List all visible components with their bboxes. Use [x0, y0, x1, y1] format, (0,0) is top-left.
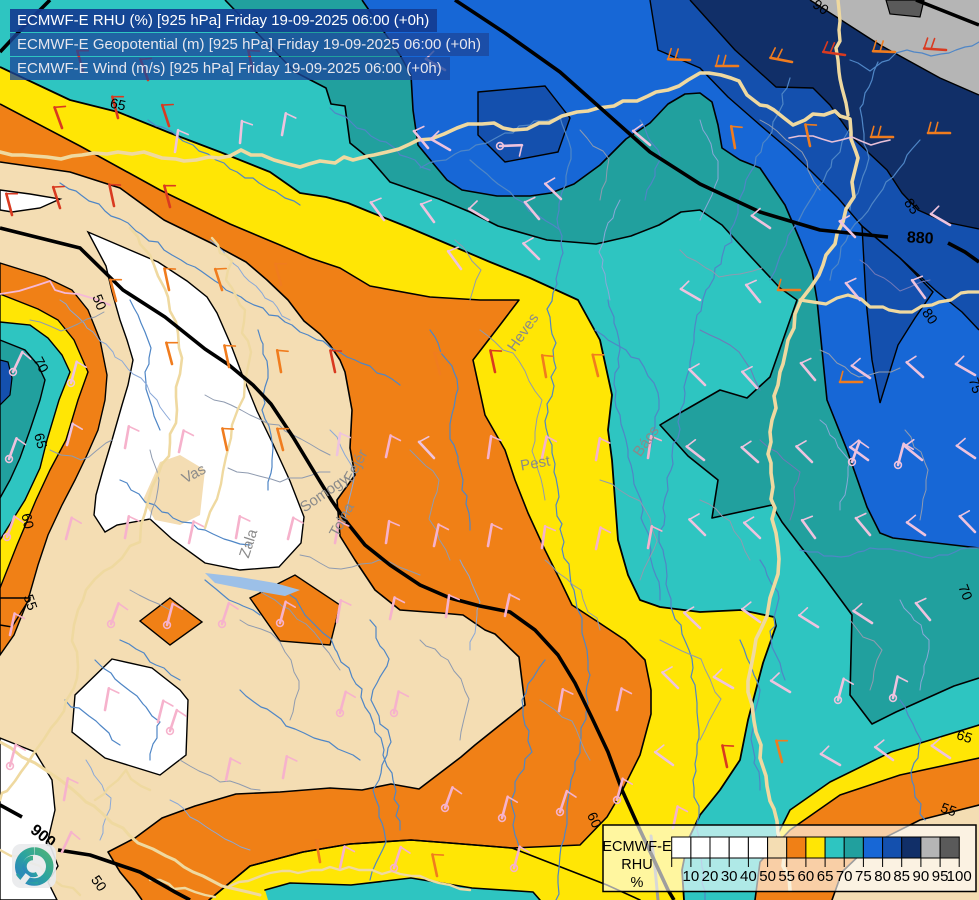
svg-text:65: 65	[109, 95, 128, 114]
svg-text:95: 95	[932, 868, 949, 885]
svg-text:90: 90	[913, 868, 930, 885]
svg-text:40: 40	[740, 868, 757, 885]
svg-text:65: 65	[31, 431, 51, 450]
svg-text:75: 75	[855, 868, 872, 885]
svg-text:70: 70	[31, 354, 53, 375]
svg-text:80: 80	[874, 868, 891, 885]
svg-text:70: 70	[955, 582, 976, 603]
svg-text:65: 65	[955, 726, 975, 746]
svg-text:100: 100	[947, 868, 972, 885]
svg-text:50: 50	[759, 868, 776, 885]
svg-text:55: 55	[21, 592, 41, 612]
svg-text:ECMWF-E: ECMWF-E	[602, 839, 672, 855]
svg-text:60: 60	[18, 512, 37, 531]
svg-text:30: 30	[721, 868, 738, 885]
svg-text:20: 20	[702, 868, 719, 885]
svg-text:75: 75	[966, 376, 979, 396]
svg-text:%: %	[631, 875, 644, 891]
svg-text:880: 880	[906, 229, 934, 247]
svg-text:60: 60	[798, 868, 815, 885]
svg-text:85: 85	[893, 868, 910, 885]
svg-text:70: 70	[836, 868, 853, 885]
svg-text:Pest: Pest	[519, 452, 552, 474]
svg-text:50: 50	[89, 292, 110, 313]
svg-text:RHU: RHU	[621, 857, 652, 873]
svg-text:60: 60	[584, 809, 605, 830]
svg-text:55: 55	[939, 799, 959, 819]
svg-text:10: 10	[683, 868, 700, 885]
svg-text:65: 65	[817, 868, 834, 885]
svg-text:55: 55	[778, 868, 795, 885]
